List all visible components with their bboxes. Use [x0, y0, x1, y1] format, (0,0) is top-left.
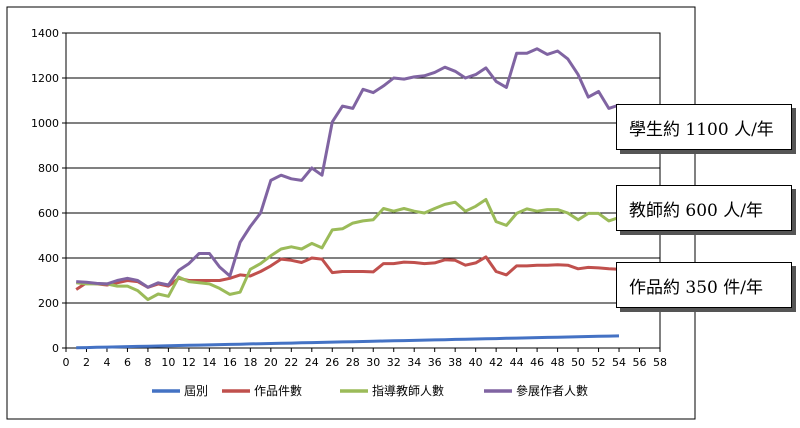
legend-label: 作品件數	[254, 384, 302, 398]
callout-teachers: 教師約 600 人/年	[616, 185, 792, 231]
x-tick-label: 50	[571, 356, 585, 369]
x-tick-label: 42	[489, 356, 503, 369]
x-tick-label: 18	[243, 356, 257, 369]
x-tick-label: 30	[366, 356, 380, 369]
y-tick-label: 1000	[31, 117, 59, 130]
x-tick-label: 44	[510, 356, 524, 369]
y-tick-label: 800	[38, 162, 59, 175]
legend-label: 指導教師人數	[372, 383, 444, 398]
y-tick-label: 200	[38, 297, 59, 310]
x-tick-label: 10	[161, 356, 175, 369]
x-tick-label: 6	[124, 356, 131, 369]
x-axis: 0 2 4 6 8 10 12 14 16 18 20 22 24 26 28 30 32 34 36 38 40 42 4…	[63, 348, 667, 369]
series-line-0	[76, 334, 620, 350]
callout-works: 作品約 350 件/年	[616, 262, 792, 308]
callout-students-text: 學生約 1100 人/年	[629, 119, 774, 140]
x-tick-label: 48	[551, 356, 565, 369]
y-tick-label: 0	[52, 342, 59, 355]
gridlines	[66, 32, 660, 304]
y-axis: 0 200 400 600 800 1000 1200 1400	[31, 27, 66, 355]
x-tick-label: 36	[428, 356, 442, 369]
x-tick-label: 40	[469, 356, 483, 369]
x-tick-label: 34	[407, 356, 421, 369]
x-tick-label: 24	[305, 356, 319, 369]
y-tick-label: 1400	[31, 27, 59, 40]
x-tick-label: 16	[223, 356, 237, 369]
callout-students: 學生約 1100 人/年	[616, 104, 792, 150]
y-tick-label: 1200	[31, 72, 59, 85]
x-tick-label: 58	[653, 356, 667, 369]
legend-label: 參展作者人數	[516, 383, 588, 398]
x-tick-label: 8	[144, 356, 151, 369]
y-tick-label: 600	[38, 207, 59, 220]
x-tick-label: 28	[346, 356, 360, 369]
x-tick-label: 32	[387, 356, 401, 369]
series-lines	[75, 47, 620, 350]
callout-works-text: 作品約 350 件/年	[629, 277, 763, 298]
x-tick-label: 54	[612, 356, 626, 369]
series-line-3	[76, 47, 620, 289]
x-tick-label: 4	[103, 356, 110, 369]
x-tick-label: 20	[264, 356, 278, 369]
x-tick-label: 26	[325, 356, 339, 369]
y-tick-label: 400	[38, 252, 59, 265]
x-tick-label: 52	[592, 356, 606, 369]
x-tick-label: 14	[202, 356, 216, 369]
x-tick-label: 0	[63, 356, 70, 369]
x-tick-label: 12	[182, 356, 196, 369]
x-tick-label: 46	[530, 356, 544, 369]
x-tick-label: 22	[284, 356, 298, 369]
x-tick-label: 2	[83, 356, 90, 369]
x-tick-label: 56	[633, 356, 647, 369]
callout-teachers-text: 教師約 600 人/年	[629, 200, 763, 221]
x-tick-label: 38	[448, 356, 462, 369]
legend-label: 屆別	[184, 384, 208, 398]
legend: 屆別 作品件數 指導教師人數 參展作者人數	[152, 383, 588, 398]
series-line-2	[76, 198, 620, 302]
